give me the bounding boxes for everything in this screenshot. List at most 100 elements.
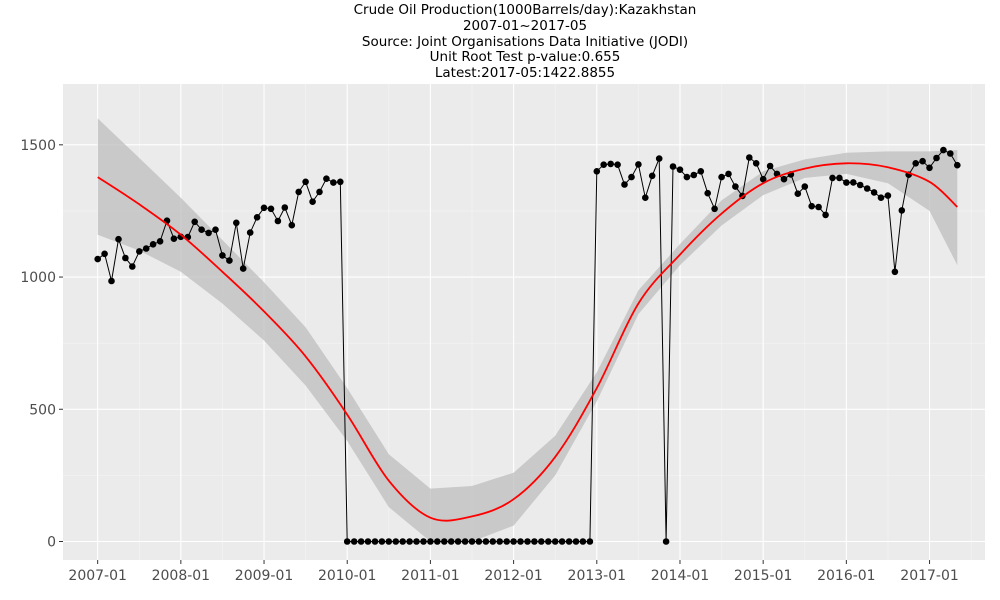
y-axis: 0 500 1000 1500 (20, 138, 63, 550)
data-point (233, 219, 240, 227)
data-point (863, 185, 871, 192)
data-point (648, 172, 656, 180)
x-tick-label: 2017-01 (900, 568, 959, 584)
data-point (371, 538, 379, 545)
data-point (919, 157, 926, 165)
x-tick-label: 2009-01 (235, 568, 294, 584)
x-axis: 2007-01 2008-01 2009-01 2010-01 2011-01 2012-… (68, 560, 959, 584)
data-point (434, 538, 441, 545)
data-point (829, 174, 836, 182)
data-point (947, 150, 954, 157)
data-point (350, 538, 358, 545)
data-point (933, 154, 940, 162)
data-point (142, 245, 150, 252)
data-point (940, 146, 947, 154)
data-point (392, 538, 400, 545)
data-point (669, 163, 677, 170)
y-tick-label: 0 (47, 534, 56, 550)
data-point (614, 161, 621, 168)
data-point (496, 538, 504, 545)
data-point (565, 538, 573, 545)
data-point (704, 189, 711, 197)
data-point (198, 226, 205, 233)
data-point (191, 218, 198, 226)
data-point (635, 161, 642, 168)
data-point (239, 265, 247, 272)
data-point (558, 538, 566, 545)
data-point (870, 189, 878, 196)
x-tick-label: 2013-01 (568, 568, 627, 584)
data-point (912, 160, 919, 167)
data-point (309, 198, 316, 205)
data-point (136, 248, 143, 255)
x-tick-label: 2014-01 (651, 568, 710, 584)
data-point (801, 183, 809, 190)
y-tick-label: 1500 (20, 138, 56, 154)
data-point (662, 538, 670, 545)
data-point (676, 166, 684, 173)
data-point (593, 168, 601, 175)
y-tick-label: 500 (29, 402, 56, 418)
data-point (794, 190, 802, 197)
data-point (683, 173, 691, 181)
data-point (815, 203, 822, 211)
data-point (752, 160, 760, 167)
data-point (586, 538, 594, 545)
chart-date-range: 2007-01~2017-05 (462, 17, 588, 34)
data-point (212, 226, 219, 233)
data-point (129, 263, 136, 270)
data-point (364, 538, 372, 545)
data-point (711, 205, 718, 213)
chart-title: Crude Oil Production(1000Barrels/day):Ka… (353, 2, 697, 18)
data-point (482, 538, 490, 545)
data-point (170, 235, 178, 242)
data-point (718, 173, 725, 181)
data-point (607, 160, 614, 168)
data-point (267, 205, 275, 213)
data-point (413, 538, 420, 545)
data-point (725, 170, 732, 178)
data-point (406, 538, 413, 545)
x-tick-label: 2007-01 (68, 568, 127, 584)
data-point (330, 179, 337, 186)
data-point (697, 168, 705, 175)
data-point (454, 538, 462, 545)
data-point (385, 538, 393, 545)
data-point (94, 255, 101, 263)
data-point (926, 164, 933, 172)
data-point (524, 538, 531, 545)
data-point (531, 538, 538, 545)
data-point (295, 188, 303, 196)
data-point (856, 181, 864, 189)
chart-latest-value: Latest:2017-05:1422.8855 (434, 65, 616, 82)
x-tick-label: 2011-01 (401, 568, 460, 584)
data-point (323, 175, 330, 182)
data-point (108, 277, 115, 285)
data-point (510, 538, 517, 545)
data-point (302, 178, 309, 186)
x-tick-label: 2008-01 (152, 568, 211, 584)
data-point (655, 155, 663, 162)
confidence-band (97, 118, 958, 542)
data-point (489, 538, 497, 545)
chart-source: Source: Joint Organisations Data Initiat… (361, 33, 689, 50)
data-point (122, 254, 129, 262)
data-point (337, 178, 344, 186)
data-point (447, 538, 455, 545)
data-point (628, 173, 635, 181)
data-point (441, 538, 448, 545)
data-point (898, 207, 906, 214)
data-point (219, 252, 226, 259)
x-tick-label: 2012-01 (484, 568, 543, 584)
data-point (281, 204, 289, 211)
x-tick-label: 2010-01 (318, 568, 377, 584)
data-point (357, 538, 365, 545)
data-point (545, 538, 552, 545)
data-point (891, 268, 899, 276)
data-point (780, 175, 788, 183)
data-point (551, 538, 559, 545)
data-point (600, 161, 607, 168)
data-point (115, 235, 122, 243)
data-point (877, 194, 885, 201)
